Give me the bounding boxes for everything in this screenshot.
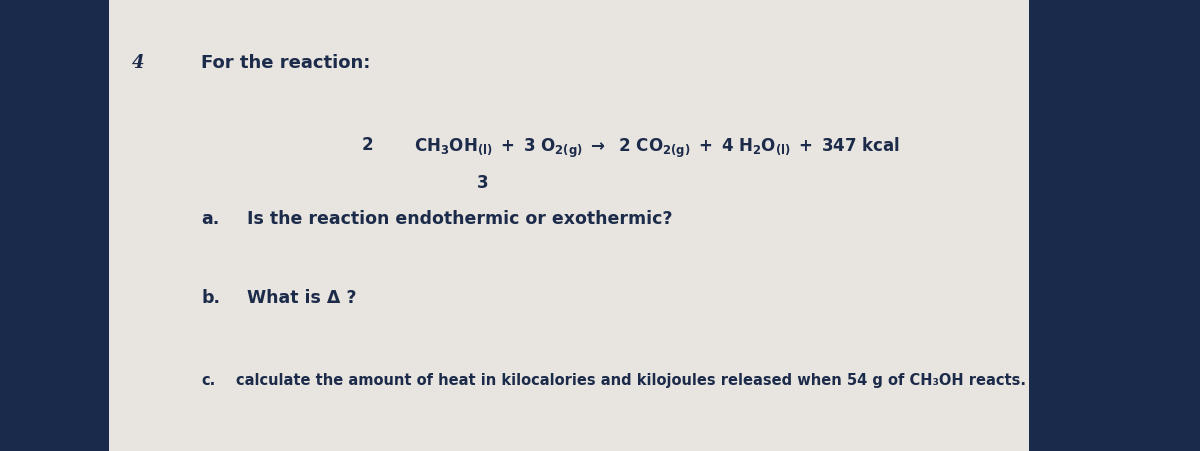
Text: 3: 3 <box>476 174 488 192</box>
Text: For the reaction:: For the reaction: <box>202 54 371 72</box>
FancyBboxPatch shape <box>109 0 1028 451</box>
Text: 4: 4 <box>132 54 145 72</box>
Text: What is Δ ?: What is Δ ? <box>247 289 356 307</box>
Text: $\mathregular{CH_3OH_{(l)}\ +\ 3\ O_{2(g)}\ \rightarrow\ \ 2\ CO_{2(g)}\ +\ 4\ H: $\mathregular{CH_3OH_{(l)}\ +\ 3\ O_{2(g… <box>414 135 900 160</box>
Text: calculate the amount of heat in kilocalories and kilojoules released when 54 g o: calculate the amount of heat in kilocalo… <box>235 372 1026 387</box>
Text: c.: c. <box>202 372 215 387</box>
Text: 2: 2 <box>362 135 373 153</box>
Text: a.: a. <box>202 210 220 228</box>
Text: Is the reaction endothermic or exothermic?: Is the reaction endothermic or exothermi… <box>247 210 673 228</box>
Text: b.: b. <box>202 289 220 307</box>
